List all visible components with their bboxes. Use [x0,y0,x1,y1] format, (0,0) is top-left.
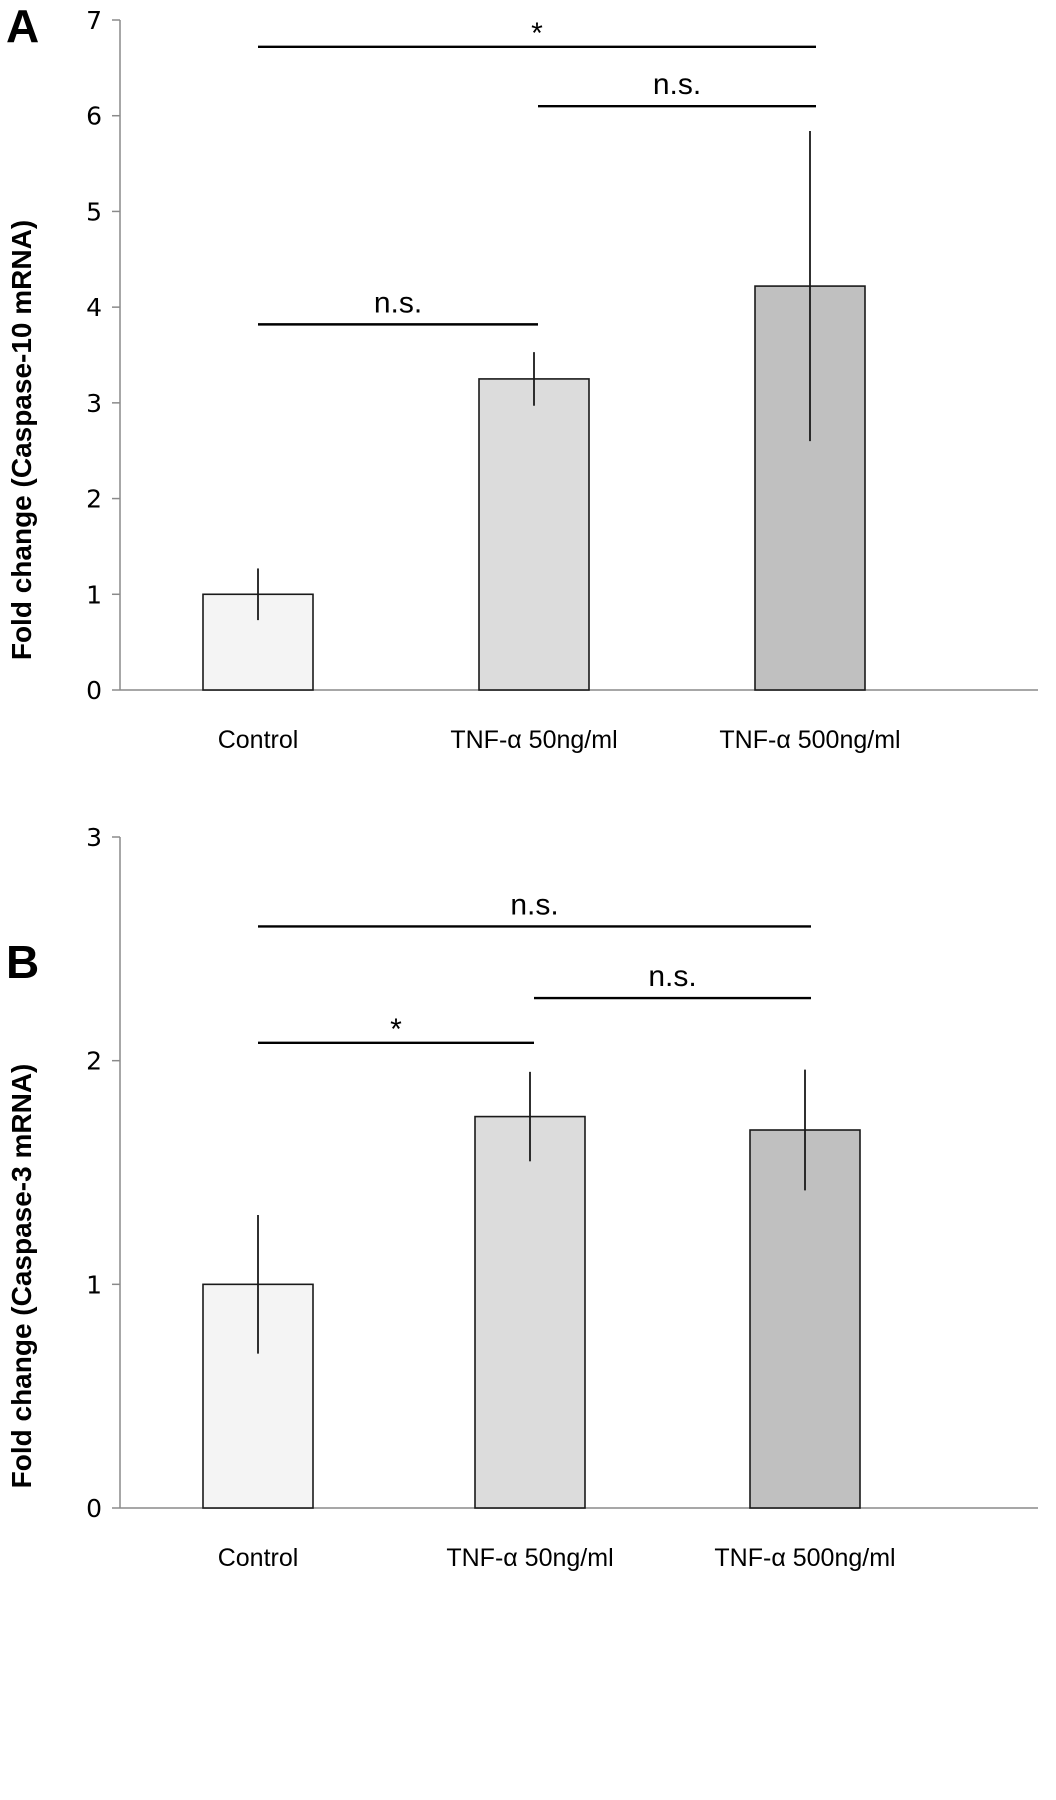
panel-a-bar-1 [478,378,590,691]
panel-a-letter: A [6,0,39,52]
panel-b-y-tick-label: 0 [86,1494,102,1523]
panel-b-bar-1 [474,1115,586,1509]
panel-b: B Fold change (Caspase-3 mRNA) 0 1 2 3 Contr… [6,823,1038,1572]
panel-b-significance-label-2: * [390,1013,402,1046]
panel-b-significance-label-0: n.s. [510,888,558,921]
panel-b-letter: B [6,936,39,988]
panel-b-category-label-0: Control [218,1544,299,1572]
panel-a-category-label-1: TNF-α 50ng/ml [450,726,617,754]
panel-a-y-tick-label: 4 [86,293,102,322]
panel-a-y-tick-label: 3 [86,389,102,418]
panel-a-y-tick-label: 1 [86,580,102,609]
panel-b-bar-2 [749,1129,861,1509]
panel-a-y-tick-label: 2 [86,485,102,514]
panel-b-y-tick-label: 2 [86,1047,102,1076]
panel-a-significance-label-0: * [531,17,543,50]
panel-b-category-label-2: TNF-α 500ng/ml [714,1544,895,1572]
panel-b-significance-label-1: n.s. [648,960,696,993]
panel-a-category-label-2: TNF-α 500ng/ml [719,726,900,754]
panel-a: A Fold change (Caspase-10 mRNA) 0 1 2 3 4 5 6 7… [6,0,1038,754]
panel-b-y-axis-label: Fold change (Caspase-3 mRNA) [6,1064,37,1489]
panel-a-y-axis-label: Fold change (Caspase-10 mRNA) [6,220,37,660]
panel-a-category-label-0: Control [218,726,299,754]
panel-a-y-tick-label: 7 [86,6,102,35]
panel-a-y-tick-label: 5 [86,197,102,226]
panel-b-category-label-1: TNF-α 50ng/ml [446,1544,613,1572]
panel-b-y-tick-label: 1 [86,1270,102,1299]
panel-a-y-tick-label: 0 [86,676,102,705]
panel-a-significance-label-1: n.s. [653,68,701,101]
panel-a-y-tick-label: 6 [86,102,102,131]
panel-b-y-tick-label: 3 [86,823,102,852]
panel-a-significance-label-2: n.s. [374,286,422,319]
